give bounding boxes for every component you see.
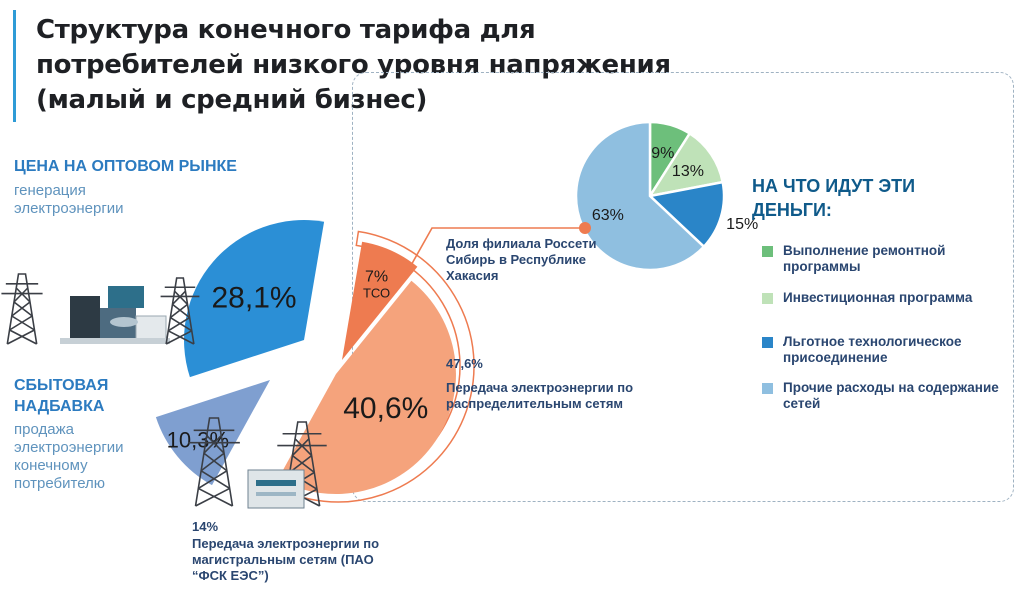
legend-swatch [762, 383, 773, 394]
main-pie-slice-1 [184, 220, 325, 378]
detail-pie-slice-3 [647, 180, 726, 249]
legend-label: Инвестиционная программа [783, 290, 973, 305]
legend-swatch [762, 337, 773, 348]
detail-frame [352, 72, 1014, 502]
detail-pie-value-label: 63% [592, 207, 624, 224]
legend-item: Льготное технологическое присоединение [762, 334, 1003, 366]
legend-label: Выполнение ремонтной программы [783, 243, 946, 274]
legend-swatch [762, 246, 773, 257]
trunk-percent: 14% [192, 519, 219, 534]
main-pie-value-label: 28,1% [212, 281, 297, 314]
callout-line [395, 227, 585, 293]
wholesale-subtitle: генерация электроэнергии [14, 182, 124, 217]
legend-item: Прочие расходы на содержание сетей [762, 380, 1003, 412]
trunk-note: Передача электроэнергии по магистральным… [192, 536, 380, 583]
retail-subtitle: продажа электроэнергии конечному потреби… [14, 421, 124, 492]
distribution-note: Передача электроэнергии по распределител… [446, 380, 634, 411]
legend-item: Выполнение ремонтной программы [762, 243, 1003, 275]
substation-icon [247, 469, 305, 509]
main-pie-slice-3 [278, 280, 456, 495]
detail-pie: 9%13% 15% 63% [574, 120, 758, 272]
legend-swatch [762, 293, 773, 304]
money-title: НА ЧТО ИДУТ ЭТИ ДЕНЬГИ: [752, 176, 916, 220]
page-title: Структура конечного тарифа для потребите… [36, 15, 671, 115]
legend-label: Льготное технологическое присоединение [783, 334, 962, 365]
callout-dot [579, 222, 591, 234]
power-plant-icon [60, 286, 170, 344]
main-pie-value-label: 40,6% [343, 392, 428, 425]
wholesale-heading: ЦЕНА НА ОПТОВОМ РЫНКЕ [14, 158, 237, 175]
power-tower-icon [1, 273, 43, 345]
detail-pie-value-label: 13% [672, 163, 704, 180]
detail-pie-value-label: 9% [651, 145, 674, 162]
branch-note: Доля филиала Россети Сибирь в Республике… [446, 236, 597, 283]
tso-label: ТСО [363, 285, 390, 300]
main-pie-slice-2 [342, 241, 418, 360]
main-pie-slice-4 [155, 380, 270, 486]
power-tower-icon [188, 417, 240, 507]
distribution-percent: 47,6% [446, 356, 483, 371]
detail-pie-value-label: 15% [726, 216, 758, 233]
legend-label: Прочие расходы на содержание сетей [783, 380, 999, 411]
retail-heading: СБЫТОВАЯ НАДБАВКА [14, 377, 109, 415]
illustrations [1, 273, 327, 509]
legend-item: Инвестиционная программа [762, 290, 1003, 306]
main-pie-value-label: 7% [365, 268, 388, 285]
power-tower-icon [160, 277, 200, 345]
title-accent-bar [13, 10, 16, 122]
